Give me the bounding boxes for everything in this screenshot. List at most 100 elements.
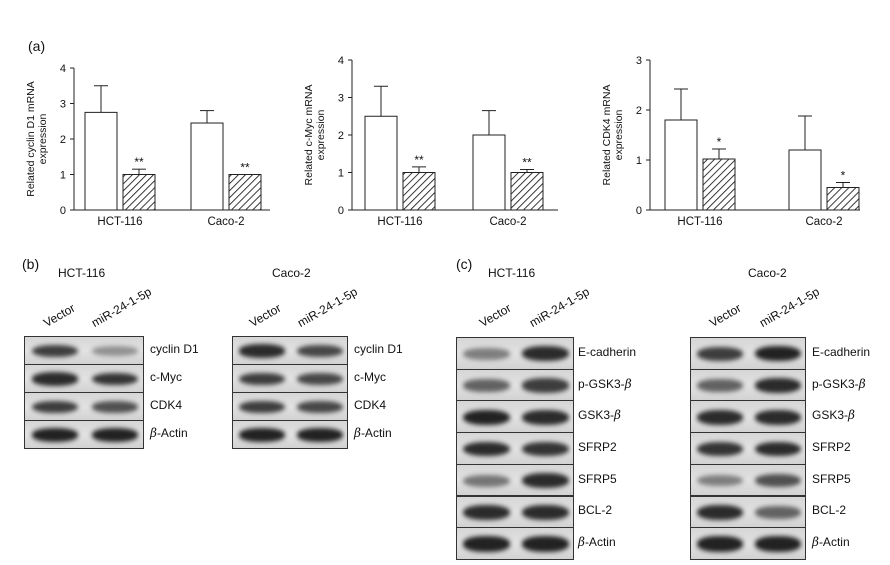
y-tick-label: 3 — [60, 99, 66, 111]
y-axis-label-line: expression — [613, 109, 625, 160]
y-axis-label: Related cyclin D1 mRNA expression — [25, 81, 49, 197]
blot-title: Caco-2 — [748, 266, 787, 280]
significance-marker: ** — [134, 155, 144, 169]
y-tick-label: 2 — [636, 105, 642, 117]
protein-label-text: GSK3- — [578, 408, 615, 423]
protein-label-text: -Actin — [156, 426, 188, 440]
greek-symbol: β — [848, 408, 855, 423]
bar-mir-24-1-5p — [826, 187, 860, 211]
chart-svg-c-myc: 0 1 2 3 4 Related c-Myc mRNA expression ** HCT-1… — [303, 55, 558, 228]
bar-chart-cyclin-d1: 0 1 2 3 4 Related cyclin D1 mRNA expression ** H… — [14, 52, 274, 242]
protein-label: SFRP5 — [578, 472, 617, 486]
protein-label: GSK3-β — [812, 408, 855, 422]
blot-strip — [24, 364, 144, 393]
protein-band — [522, 346, 569, 362]
protein-label: c-Myc — [150, 370, 182, 384]
protein-band — [697, 441, 743, 457]
protein-label-text: p-GSK3- — [812, 376, 859, 391]
y-axis-label-line: Related cyclin D1 mRNA — [25, 81, 37, 197]
protein-band — [239, 428, 285, 442]
protein-band — [297, 372, 343, 386]
blot-strip — [456, 527, 574, 560]
blot-strip — [24, 336, 144, 365]
protein-label: c-Myc — [354, 370, 386, 384]
protein-band — [463, 409, 510, 425]
bar-vector — [788, 149, 822, 211]
x-tick-label: Caco-2 — [207, 216, 244, 228]
protein-label-text: -Actin — [584, 535, 616, 550]
blot-strip — [456, 337, 574, 370]
protein-band — [463, 504, 510, 520]
significance-marker: ** — [240, 161, 250, 175]
protein-band — [297, 428, 343, 442]
protein-band — [463, 348, 510, 360]
blot-strip — [232, 420, 348, 449]
bar-vector — [190, 122, 224, 211]
lane-label: miR-24-1-5p — [89, 284, 154, 330]
bar-vector — [84, 111, 118, 211]
protein-label: p-GSK3-β — [812, 377, 866, 391]
lane-label: miR-24-1-5p — [295, 284, 360, 330]
protein-label: β-Actin — [812, 535, 850, 549]
protein-band — [91, 401, 139, 413]
protein-band — [31, 400, 79, 414]
protein-label: BCL-2 — [812, 503, 846, 517]
protein-label: CDK4 — [150, 398, 182, 412]
lane-label: Vector — [477, 300, 514, 330]
protein-band — [463, 441, 510, 457]
blot-strip — [24, 420, 144, 449]
protein-band — [463, 474, 510, 487]
blot-strip — [232, 336, 348, 365]
blot-title: Caco-2 — [272, 266, 311, 280]
protein-label-text: -Actin — [818, 535, 850, 550]
blot-title: HCT-116 — [488, 266, 536, 280]
protein-label-text: p-GSK3- — [578, 376, 625, 391]
protein-label-text: SFRP2 — [812, 439, 851, 454]
protein-label-text: GSK3- — [812, 408, 849, 423]
lane-label: Vector — [247, 300, 284, 330]
bar-vector — [472, 134, 506, 211]
blot-strip — [690, 368, 806, 402]
significance-marker: ** — [414, 153, 424, 167]
protein-band — [755, 473, 801, 488]
protein-label: BCL-2 — [578, 503, 612, 517]
protein-band — [91, 346, 139, 356]
protein-band — [91, 428, 139, 442]
protein-label: cyclin D1 — [150, 342, 199, 356]
protein-label-text: CDK4 — [354, 398, 387, 412]
y-tick-label: 1 — [338, 168, 344, 180]
protein-band — [522, 473, 569, 489]
protein-band — [755, 505, 801, 519]
protein-label-text: BCL-2 — [812, 503, 847, 518]
protein-label-text: SFRP5 — [578, 471, 617, 486]
y-tick-label: 2 — [338, 130, 344, 142]
y-tick-label: 0 — [636, 205, 642, 217]
blot-strip — [456, 463, 574, 497]
protein-band — [31, 372, 79, 386]
protein-label: CDK4 — [354, 398, 386, 412]
chart-svg-cdk4: 0 1 2 3 Related CDK4 mRNA expression * HCT-116 *… — [601, 55, 860, 228]
y-tick-label: 3 — [338, 93, 344, 105]
y-axis-label-line: expression — [37, 113, 49, 164]
protein-label-text: c-Myc — [150, 370, 182, 384]
greek-symbol: β — [858, 376, 866, 391]
bar-chart-cdk4: 0 1 2 3 Related CDK4 mRNA expression * HCT-116 *… — [601, 52, 872, 242]
protein-band — [463, 379, 510, 392]
x-tick-label: HCT-116 — [377, 216, 422, 228]
protein-band — [297, 344, 343, 358]
bar-mir-24-1-5p — [510, 172, 544, 211]
protein-label-text: c-Myc — [354, 370, 386, 384]
bar-vector — [664, 119, 698, 211]
protein-band — [522, 536, 569, 552]
y-axis-label-line: expression — [315, 109, 327, 160]
protein-band — [522, 378, 569, 393]
bar-vector — [364, 115, 398, 211]
blot-strip — [690, 337, 806, 370]
protein-band — [755, 536, 801, 552]
bar-mir-24-1-5p — [228, 174, 262, 211]
protein-band — [697, 536, 743, 552]
x-tick-label: HCT-116 — [97, 216, 142, 228]
protein-band — [697, 504, 743, 520]
x-tick-label: Caco-2 — [489, 216, 526, 228]
protein-label-text: E-cadherin — [578, 344, 637, 359]
